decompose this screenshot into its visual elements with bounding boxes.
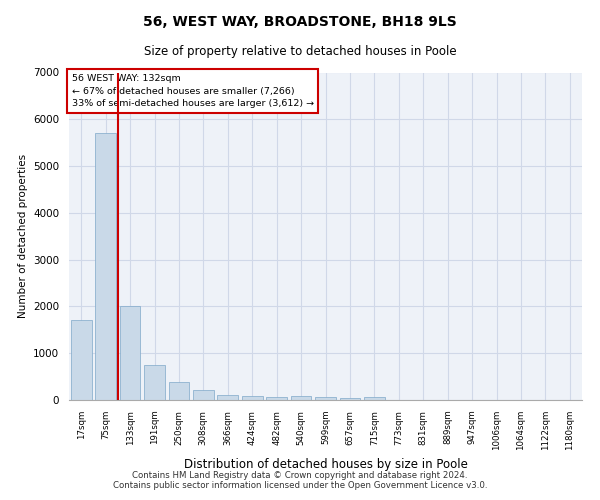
Y-axis label: Number of detached properties: Number of detached properties: [17, 154, 28, 318]
Text: 56, WEST WAY, BROADSTONE, BH18 9LS: 56, WEST WAY, BROADSTONE, BH18 9LS: [143, 15, 457, 29]
Bar: [193, 390, 214, 400]
Bar: [242, 396, 263, 400]
Bar: [95, 134, 116, 400]
Text: 56 WEST WAY: 132sqm
← 67% of detached houses are smaller (7,266)
33% of semi-det: 56 WEST WAY: 132sqm ← 67% of detached ho…: [71, 74, 314, 108]
Bar: [169, 382, 190, 400]
Bar: [364, 396, 385, 400]
X-axis label: Distribution of detached houses by size in Poole: Distribution of detached houses by size …: [184, 458, 467, 471]
Bar: [315, 396, 336, 400]
Bar: [266, 398, 287, 400]
Bar: [290, 396, 311, 400]
Bar: [71, 320, 92, 400]
Bar: [119, 306, 140, 400]
Text: Size of property relative to detached houses in Poole: Size of property relative to detached ho…: [143, 45, 457, 58]
Bar: [217, 396, 238, 400]
Bar: [144, 365, 165, 400]
Text: Contains HM Land Registry data © Crown copyright and database right 2024.
Contai: Contains HM Land Registry data © Crown c…: [113, 470, 487, 490]
Bar: [340, 398, 361, 400]
